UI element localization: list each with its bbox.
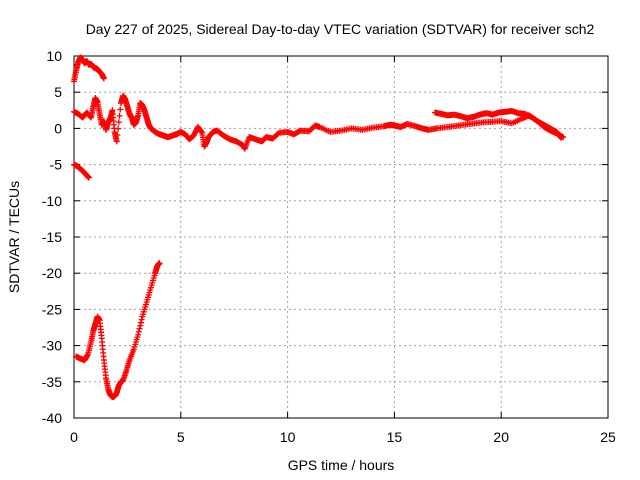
data-point-marker — [85, 174, 92, 181]
y-axis-label: SDTVAR / TECUs — [6, 181, 22, 293]
y-tick-label: -10 — [42, 193, 62, 209]
data-point-marker — [137, 319, 144, 326]
x-tick-label: 15 — [387, 429, 403, 445]
data-point-marker — [198, 128, 205, 135]
x-tick-label: 5 — [177, 429, 185, 445]
data-point-marker — [135, 331, 142, 338]
data-point-marker — [137, 322, 144, 329]
series-satellite-e — [73, 260, 163, 401]
data-point-marker — [138, 316, 145, 323]
data-point-marker — [557, 133, 564, 140]
series-satellite-d — [71, 161, 92, 181]
y-tick-label: 5 — [54, 84, 62, 100]
data-point-marker — [117, 106, 124, 113]
x-tick-labels: 0 5 10 15 20 25 — [70, 429, 616, 445]
chart-title: Day 227 of 2025, Sidereal Day-to-day VTE… — [86, 21, 595, 37]
series-satellite-a — [71, 54, 107, 85]
y-tick-label: 10 — [46, 48, 62, 64]
data-point-marker — [156, 260, 163, 267]
series-satellite-b — [71, 92, 567, 152]
data-point-marker — [135, 328, 142, 335]
x-tick-label: 25 — [600, 429, 616, 445]
y-tick-label: -5 — [50, 157, 63, 173]
data-markers — [71, 54, 567, 401]
x-tick-label: 10 — [280, 429, 296, 445]
y-tick-label: 0 — [54, 120, 62, 136]
data-point-marker — [136, 325, 143, 332]
data-point-marker — [115, 125, 122, 132]
y-tick-label: -20 — [42, 265, 62, 281]
grid-lines — [73, 55, 609, 419]
series-satellite-c — [431, 108, 565, 141]
data-point-marker — [100, 75, 107, 82]
y-tick-labels: 10 5 0 -5 -10 -15 -20 -25 -30 -35 -40 — [42, 48, 62, 426]
data-point-marker — [113, 138, 120, 145]
x-tick-label: 20 — [493, 429, 509, 445]
data-point-marker — [114, 132, 121, 139]
y-tick-label: -35 — [42, 374, 62, 390]
y-tick-label: -40 — [42, 410, 62, 426]
x-tick-label: 0 — [70, 429, 78, 445]
data-point-marker — [115, 119, 122, 126]
y-tick-label: -30 — [42, 338, 62, 354]
axis-ticks — [73, 55, 609, 419]
y-tick-label: -15 — [42, 229, 62, 245]
x-axis-label: GPS time / hours — [288, 457, 395, 473]
data-point-marker — [558, 134, 565, 141]
y-tick-label: -25 — [42, 301, 62, 317]
data-point-marker — [116, 112, 123, 119]
